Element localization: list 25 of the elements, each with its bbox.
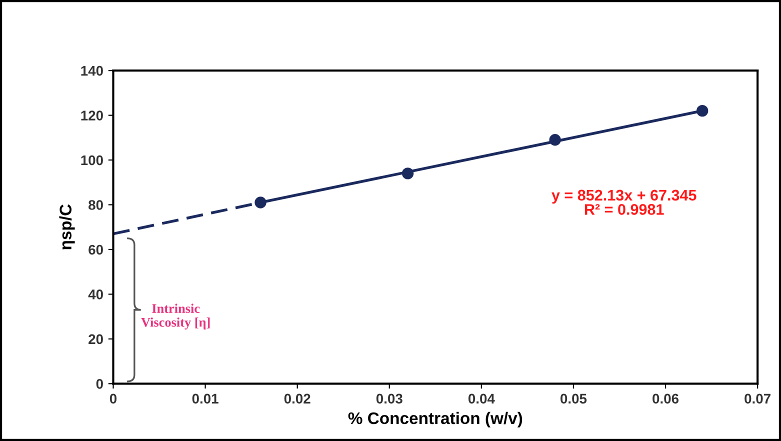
y-tick-label: 60: [88, 244, 103, 255]
y-tick-label: 120: [81, 110, 103, 120]
y-tick-label: 20: [88, 334, 103, 344]
x-tick-label: 0.06: [652, 394, 679, 404]
point: [254, 196, 266, 208]
y-tick-label: 40: [88, 290, 103, 300]
point: [549, 134, 561, 146]
x-tick-label: 0.02: [284, 394, 310, 404]
annotation: Intrinsic Viscosity [η]: [141, 304, 210, 330]
x-tick-label: 0.01: [192, 394, 218, 404]
y-tick-label: 100: [81, 155, 103, 166]
x-tick-label: 0: [110, 394, 117, 404]
x-axis-title: % Concentration (w/v): [348, 412, 522, 428]
y-tick-label: 80: [88, 200, 103, 210]
x-tick-label: 0.05: [560, 394, 587, 404]
x-tick-label: 0.03: [376, 394, 402, 404]
annotation: R² = 0.9981: [584, 204, 664, 215]
x-tick-label: 0.04: [468, 394, 495, 404]
annotation: y = 852.13x + 67.345: [552, 190, 696, 204]
y-tick-label: 140: [81, 66, 103, 76]
y-axis-title: ηsp/C: [59, 204, 75, 250]
point: [696, 104, 708, 117]
y-tick-label: 0: [96, 379, 103, 389]
point: [402, 168, 414, 180]
x-tick-label: 0.07: [744, 394, 770, 404]
